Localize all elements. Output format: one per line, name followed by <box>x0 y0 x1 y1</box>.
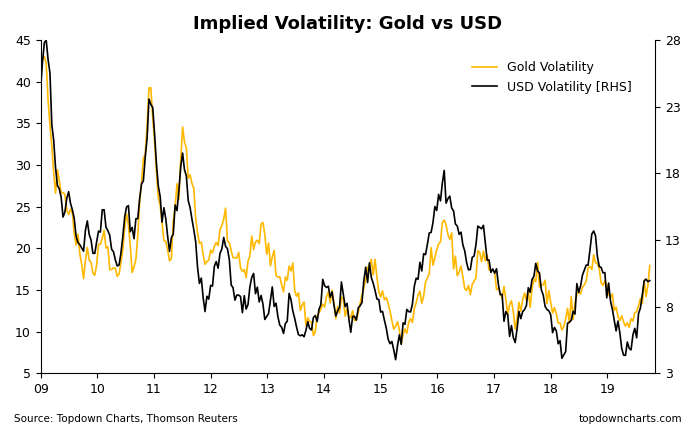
USD Volatility [RHS] <box>352 318 361 323</box>
Gold Volatility <box>466 292 475 297</box>
Title: Implied Volatility: Gold vs USD: Implied Volatility: Gold vs USD <box>193 15 503 33</box>
Gold Volatility <box>40 54 49 59</box>
USD Volatility [RHS] <box>161 216 170 221</box>
Line: Gold Volatility: Gold Volatility <box>40 56 650 344</box>
Gold Volatility <box>397 342 405 347</box>
Gold Volatility <box>646 263 654 268</box>
Gold Volatility <box>161 239 170 244</box>
Gold Volatility <box>180 140 189 145</box>
USD Volatility [RHS] <box>42 38 50 43</box>
USD Volatility [RHS] <box>391 357 400 362</box>
USD Volatility [RHS] <box>535 270 544 276</box>
Gold Volatility <box>36 76 45 81</box>
Legend: Gold Volatility, USD Volatility [RHS]: Gold Volatility, USD Volatility [RHS] <box>467 56 637 98</box>
Gold Volatility <box>535 284 544 289</box>
USD Volatility [RHS] <box>466 267 475 272</box>
USD Volatility [RHS] <box>646 278 654 283</box>
USD Volatility [RHS] <box>180 167 189 172</box>
USD Volatility [RHS] <box>36 86 45 91</box>
Gold Volatility <box>96 242 104 247</box>
Line: USD Volatility [RHS]: USD Volatility [RHS] <box>40 40 650 360</box>
Gold Volatility <box>352 317 361 322</box>
Text: Source: Topdown Charts, Thomson Reuters: Source: Topdown Charts, Thomson Reuters <box>14 414 237 424</box>
Text: topdowncharts.com: topdowncharts.com <box>578 414 682 424</box>
USD Volatility [RHS] <box>96 229 104 235</box>
